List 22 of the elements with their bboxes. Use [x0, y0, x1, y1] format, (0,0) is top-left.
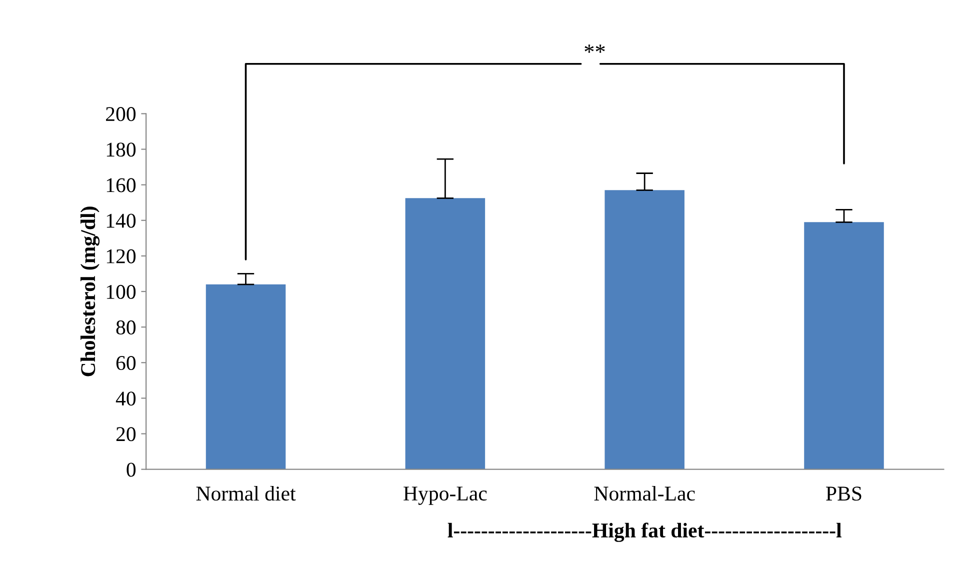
- y-tick-label: 160: [106, 178, 136, 192]
- y-tick-label: 180: [106, 142, 136, 157]
- x-tick-label: Hypo-Lac: [404, 486, 487, 505]
- bar: [206, 284, 286, 470]
- x-tick-label: Normal diet: [196, 486, 296, 501]
- y-tick-label: 0: [126, 462, 136, 477]
- y-axis-title: Cholesterol (mg/dl): [80, 206, 100, 376]
- y-tick-label: 200: [106, 107, 136, 122]
- x-tick-label: PBS: [826, 486, 862, 501]
- y-tick-label: 140: [106, 214, 136, 228]
- text: l--------------------High fat diet-------------------l: [448, 522, 842, 542]
- y-tick-label: 60: [116, 356, 136, 370]
- y-tick-label: 100: [106, 284, 136, 299]
- y-tick-label: 120: [106, 249, 136, 264]
- bar: [604, 190, 684, 470]
- text: **: [584, 44, 605, 53]
- x-tick-label: Normal-Lac: [594, 486, 695, 501]
- y-tick-label: 20: [116, 427, 136, 442]
- bar: [405, 198, 486, 470]
- y-tick-label: 40: [116, 392, 136, 406]
- bar: [804, 222, 884, 470]
- y-tick-label: 80: [116, 320, 136, 334]
